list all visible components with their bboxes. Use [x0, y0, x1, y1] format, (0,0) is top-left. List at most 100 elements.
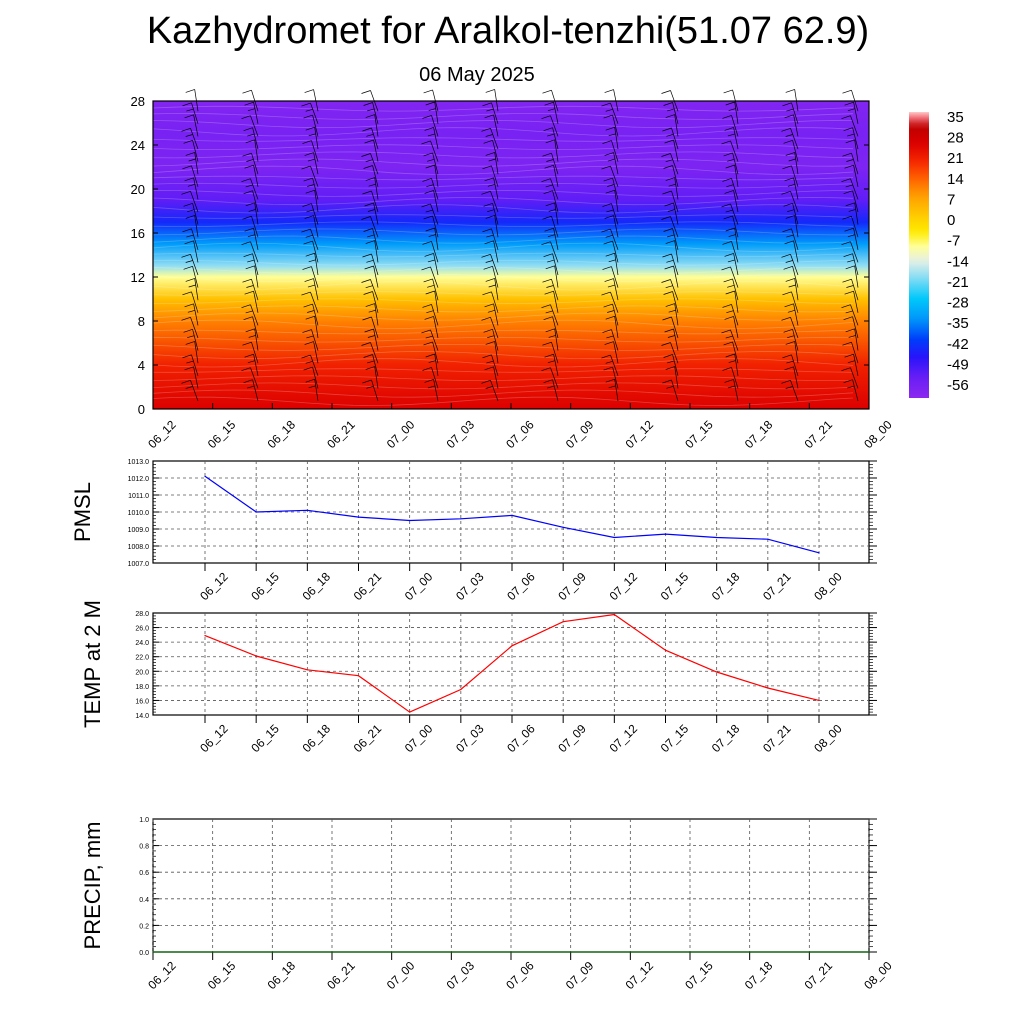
- barb-flag: [662, 253, 672, 258]
- barb-flag: [485, 278, 495, 282]
- wind-barb: [541, 115, 559, 137]
- wind-barb: [543, 127, 559, 150]
- barb-flag: [603, 303, 613, 308]
- barb-staff: [252, 316, 259, 339]
- y-tick-label: 20.0: [135, 669, 149, 676]
- barb-flag: [844, 227, 854, 232]
- wind-barb: [605, 189, 619, 213]
- barb-staff: [793, 366, 799, 389]
- barb-staff: [851, 216, 859, 238]
- barb-flag: [425, 353, 435, 358]
- wind-barb: [305, 126, 319, 150]
- wind-barb: [302, 140, 319, 162]
- barb-flag: [425, 209, 433, 213]
- wind-barb: [545, 265, 559, 288]
- barb-staff: [612, 304, 619, 326]
- wind-barb: [542, 341, 559, 364]
- barb-staff: [792, 140, 799, 162]
- barb-staff: [250, 241, 259, 263]
- barb-staff: [490, 254, 499, 276]
- barb-flag: [242, 215, 252, 220]
- wind-barb: [244, 353, 259, 376]
- wind-barb: [182, 354, 199, 376]
- barb-flag: [185, 278, 195, 282]
- barb-flag: [842, 341, 852, 346]
- barb-staff: [793, 240, 799, 263]
- wind-barb: [784, 366, 799, 389]
- x-tick-label: 07_15: [682, 958, 716, 992]
- barb-flag: [845, 265, 855, 270]
- x-tick-label: 07_03: [444, 958, 478, 992]
- barb-flag: [245, 139, 255, 144]
- barb-flag: [548, 209, 556, 212]
- wind-barb: [544, 164, 559, 187]
- barb-staff: [253, 165, 259, 187]
- y-tick-label: 18.0: [135, 684, 149, 691]
- contour-line: [152, 165, 854, 175]
- barb-staff: [790, 317, 799, 339]
- barb-flag: [605, 234, 613, 238]
- wind-barb: [783, 202, 799, 225]
- barb-flag: [842, 89, 852, 94]
- barb-flag: [302, 140, 312, 144]
- barb-flag: [187, 209, 195, 213]
- barb-flag: [181, 253, 191, 258]
- barb-staff: [434, 164, 439, 187]
- wind-barb: [183, 265, 199, 288]
- x-tick-label: 07_00: [402, 721, 436, 755]
- barb-staff: [313, 341, 319, 364]
- wind-barb: [363, 291, 379, 313]
- wind-barb: [241, 304, 259, 326]
- barb-flag: [724, 253, 734, 257]
- barb-flag: [843, 127, 853, 132]
- barb-flag: [427, 158, 435, 162]
- x-tick-label: 07_12: [623, 417, 657, 451]
- wind-barb: [244, 227, 259, 250]
- barb-flag: [544, 290, 554, 295]
- x-tick-label: 07_21: [760, 721, 794, 755]
- barb-flag: [183, 328, 193, 333]
- barb-flag: [726, 184, 734, 188]
- barb-staff: [251, 279, 259, 301]
- contour-line: [152, 204, 854, 214]
- wind-barb: [665, 177, 679, 200]
- wind-barb: [303, 366, 319, 389]
- y-tick-label: 1007.0: [128, 561, 150, 568]
- barb-flag: [663, 102, 673, 106]
- barb-staff: [191, 291, 199, 313]
- barb-flag: [365, 177, 375, 181]
- barb-flag: [848, 209, 856, 212]
- barb-staff: [550, 241, 559, 263]
- barb-staff: [430, 203, 439, 225]
- wind-barb: [304, 278, 319, 301]
- barb-flag: [424, 316, 434, 320]
- barb-flag: [664, 202, 674, 207]
- barb-flag: [541, 367, 551, 372]
- barb-flag: [424, 379, 434, 383]
- barb-flag: [364, 202, 374, 207]
- barb-flag: [301, 291, 311, 296]
- wind-barb: [782, 291, 799, 313]
- barb-staff: [191, 102, 199, 124]
- barb-flag: [607, 310, 615, 313]
- wind-barb: [481, 379, 499, 402]
- barb-flag: [547, 108, 555, 112]
- data-point: [271, 951, 273, 953]
- wind-barb: [844, 227, 859, 250]
- barb-flag: [541, 304, 551, 309]
- barb-staff: [492, 203, 499, 225]
- colorbar-label: -49: [947, 356, 969, 373]
- x-tick-label: 07_18: [709, 569, 743, 603]
- wind-barb: [245, 139, 259, 162]
- wind-barb: [542, 215, 559, 238]
- x-tick-label: 07_00: [384, 417, 418, 451]
- barb-flag: [722, 241, 732, 245]
- barb-flag: [305, 360, 313, 364]
- contour-line: [152, 312, 854, 321]
- barb-flag: [841, 178, 851, 183]
- x-tick-label: 06_12: [197, 569, 231, 603]
- barb-flag: [607, 284, 615, 288]
- barb-flag: [182, 354, 192, 359]
- barb-flag: [182, 165, 192, 170]
- barb-flag: [544, 164, 554, 169]
